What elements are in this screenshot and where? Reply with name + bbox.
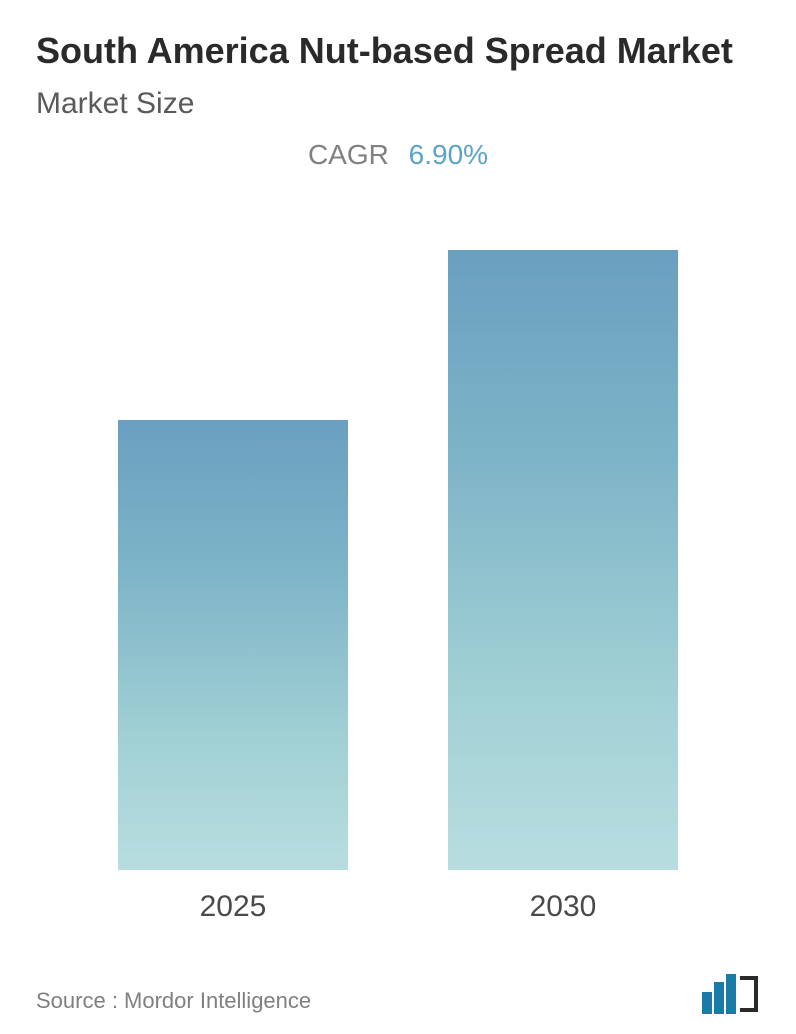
bar-wrapper-1: 2030 <box>448 250 678 924</box>
bar-1 <box>448 250 678 870</box>
bar-label-0: 2025 <box>200 890 267 924</box>
cagr-label: CAGR <box>308 139 389 170</box>
cagr-value: 6.90% <box>409 139 488 170</box>
footer: Source : Mordor Intelligence <box>36 944 760 1014</box>
chart-container: South America Nut-based Spread Market Ma… <box>0 0 796 1034</box>
bar-0 <box>118 420 348 870</box>
logo-icon <box>700 974 760 1014</box>
cagr-row: CAGR 6.90% <box>36 139 760 171</box>
chart-title: South America Nut-based Spread Market <box>36 28 760 73</box>
bar-label-1: 2030 <box>530 890 597 924</box>
source-text: Source : Mordor Intelligence <box>36 988 311 1014</box>
chart-area: 2025 2030 <box>36 211 760 944</box>
chart-subtitle: Market Size <box>36 87 760 121</box>
bar-wrapper-0: 2025 <box>118 420 348 924</box>
